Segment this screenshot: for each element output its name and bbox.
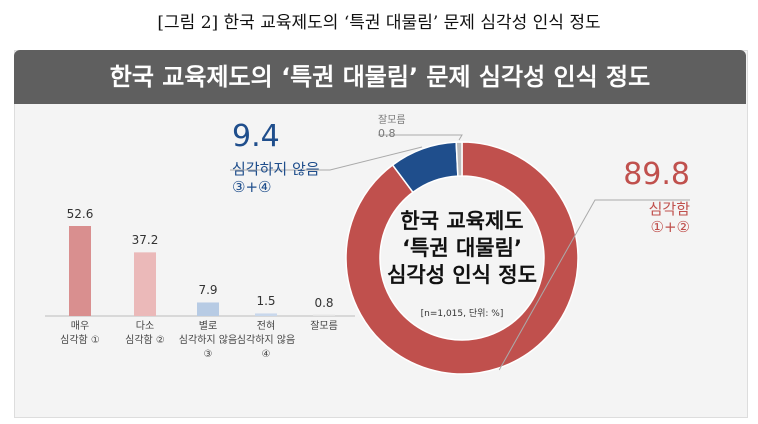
category-label: 심각함 ①+② <box>648 200 690 236</box>
caption: [그림 2] 한국 교육제도의 ‘특권 대물림’ 문제 심각성 인식 정도 <box>157 13 601 33</box>
value-label: 0.8 <box>378 127 396 140</box>
value-label: 9.4 <box>232 119 280 154</box>
leader-line <box>230 146 423 171</box>
category-label: 매우 심각함 ① <box>60 321 100 346</box>
value-label: 1.5 <box>256 294 276 309</box>
leader-line <box>378 134 463 141</box>
category-label: 전혀 심각하지 않음 ④ <box>236 321 296 360</box>
donut-segment <box>455 141 463 177</box>
note: [n=1,015, 단위: %] <box>420 309 504 319</box>
bar <box>69 226 91 316</box>
bar <box>197 302 219 316</box>
donut-segment <box>345 141 579 375</box>
bar <box>255 313 277 316</box>
value-label: 37.2 <box>131 233 159 248</box>
category-label: 잘모름 <box>378 115 406 126</box>
banner-title: 한국 교육제도의 ‘특권 대물림’ 문제 심각성 인식 정도 <box>14 50 746 104</box>
category-label: 심각하지 않음 ③+④ <box>232 160 320 196</box>
category-label: 다소 심각함 ② <box>125 321 165 346</box>
category-label: 잘모름 <box>310 321 338 332</box>
category-label: 별로 심각하지 않음 ③ <box>178 321 238 360</box>
value-label: 0.8 <box>314 295 334 310</box>
leader-line <box>498 199 690 371</box>
value-label: 52.6 <box>66 207 94 221</box>
bar <box>134 252 156 316</box>
donut-center-text: 한국 교육제도 ‘특권 대물림’ 심각성 인식 정도 <box>387 209 537 287</box>
bar <box>313 314 335 316</box>
value-label: 7.9 <box>198 283 218 298</box>
value-label: 89.8 <box>623 157 690 192</box>
